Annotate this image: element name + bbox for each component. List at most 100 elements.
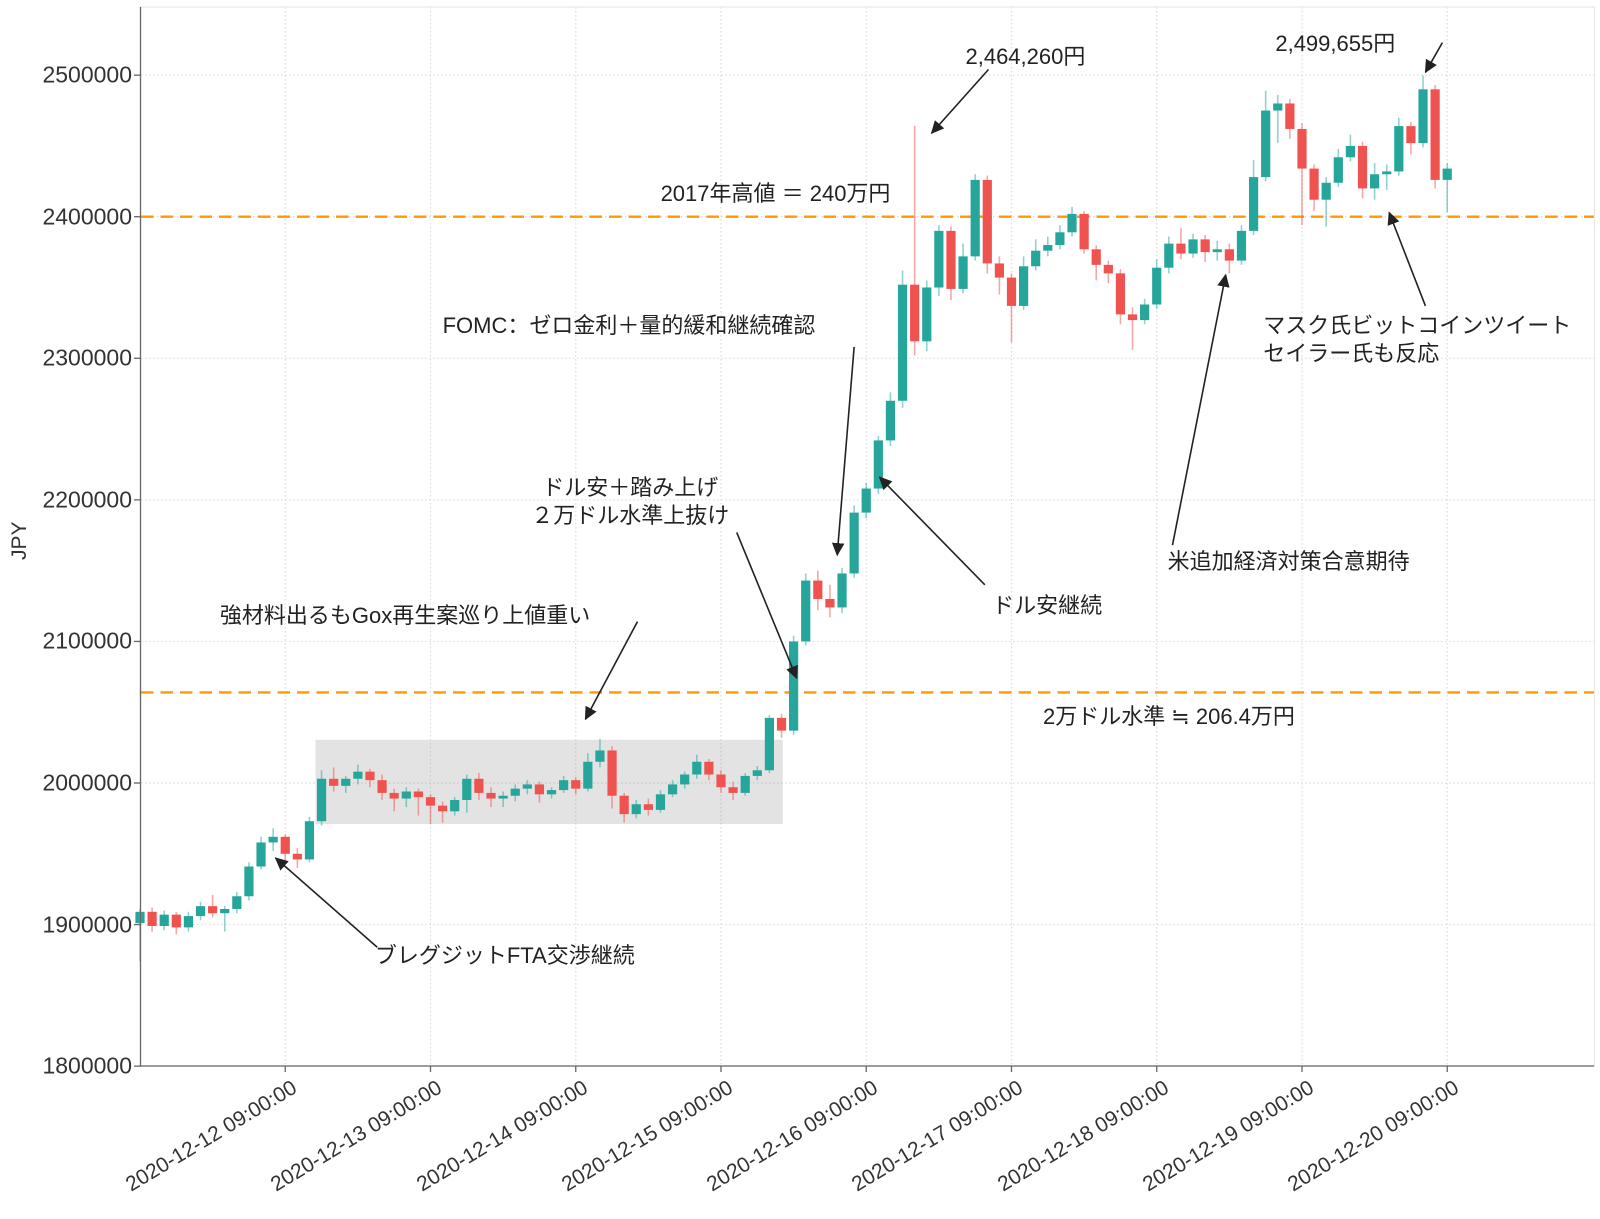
candle-body xyxy=(292,853,302,860)
candle-body xyxy=(1091,249,1101,265)
candle-body xyxy=(1285,103,1295,129)
annotation-arrow-spike-high-label xyxy=(930,68,990,135)
candle-body xyxy=(353,771,363,779)
annotation-musk-tweet: マスク氏ビットコインツイート セイラー氏も反応 xyxy=(1263,312,1572,366)
candle-body xyxy=(1152,267,1162,305)
candle-body xyxy=(1006,277,1017,306)
candle-body xyxy=(1248,177,1259,231)
candle-body xyxy=(1357,145,1368,189)
candle-body xyxy=(389,792,399,799)
candle-body xyxy=(341,778,351,786)
candle-body xyxy=(232,896,242,909)
candle-body xyxy=(413,791,423,798)
candle-body xyxy=(159,914,169,926)
candle-body xyxy=(1140,304,1150,321)
candle-body xyxy=(849,512,859,574)
candle-body xyxy=(583,761,593,789)
candle-body xyxy=(655,794,666,810)
annotation-spike-high-label: 2,464,260円 xyxy=(965,43,1086,69)
candle-body xyxy=(837,573,847,608)
hline-label-high-2017: 2017年高値 ＝ 240万円 xyxy=(660,181,891,207)
candle-body xyxy=(304,821,315,860)
candle-body xyxy=(704,761,714,775)
candle-body xyxy=(1200,239,1210,253)
plot-border xyxy=(139,6,1596,1067)
candle-body xyxy=(873,440,883,489)
annotation-arrow-us-stimulus-hope xyxy=(1171,273,1230,546)
candle-body xyxy=(450,799,460,812)
candle-body xyxy=(1442,168,1452,180)
candle-body xyxy=(1176,243,1186,254)
candle-body xyxy=(595,750,605,762)
candle-body xyxy=(885,400,896,441)
candle-body xyxy=(922,287,932,342)
annotation-fomc: FOMC：ゼロ金利＋量的緩和継続確認 xyxy=(442,312,816,338)
y-axis-title: JPY xyxy=(8,521,31,560)
candle-body xyxy=(958,256,968,289)
candle-body xyxy=(1273,103,1283,111)
candle-body xyxy=(643,804,653,810)
candle-body xyxy=(897,284,908,401)
annotation-arrow-peak-high-label xyxy=(1424,42,1444,74)
hline-label-usd-20k: 2万ドル水準 ≒ 206.4万円 xyxy=(1042,704,1295,730)
candle-body xyxy=(680,774,690,785)
candle-body xyxy=(571,780,581,789)
candle-body xyxy=(789,641,799,731)
candle-body xyxy=(1321,182,1331,200)
candle-body xyxy=(474,778,484,793)
candle-body xyxy=(256,842,266,867)
candle-body xyxy=(970,179,980,257)
candle-body xyxy=(1345,145,1355,158)
y-tick-label: 2100000 xyxy=(42,627,132,654)
annotation-arrow-musk-tweet xyxy=(1387,211,1427,307)
annotation-arrow-gox-rehab xyxy=(584,621,639,721)
candle-body xyxy=(1333,157,1343,183)
annotation-gox-rehab: 強材料出るもGox再生案巡り上値重い xyxy=(219,602,591,628)
candle-body xyxy=(1382,171,1392,175)
consolidation-box xyxy=(315,739,783,825)
candle-body xyxy=(1079,213,1089,250)
candle-body xyxy=(982,179,992,264)
candle-body xyxy=(825,598,835,608)
y-tick-label: 1900000 xyxy=(42,911,132,938)
candle-body xyxy=(425,797,436,806)
candle-body xyxy=(510,788,520,796)
candle-body xyxy=(377,780,387,793)
candle-body xyxy=(740,775,750,793)
candle-body xyxy=(1430,89,1440,180)
candle-body xyxy=(316,778,327,822)
candle-body xyxy=(329,778,339,786)
candle-body xyxy=(559,780,569,791)
candle-body xyxy=(1212,249,1222,253)
candle-body xyxy=(716,774,726,788)
annotation-arrow-brexit-fta xyxy=(274,857,378,948)
y-tick-label: 1800000 xyxy=(42,1052,132,1079)
y-tick-label: 2000000 xyxy=(42,769,132,796)
candle-body xyxy=(1115,273,1126,315)
candle-body xyxy=(1394,126,1404,172)
candle-body xyxy=(1309,168,1319,200)
annotation-usd-weak-continue: ドル安継続 xyxy=(992,592,1103,618)
candle-body xyxy=(1370,174,1380,189)
candle-body xyxy=(280,836,290,854)
candle-body xyxy=(910,284,920,342)
candle-body xyxy=(171,914,181,928)
candle-body xyxy=(1055,232,1065,246)
candle-body xyxy=(401,791,411,799)
candle-body xyxy=(1067,213,1077,233)
candle-body xyxy=(994,263,1004,278)
candle-body xyxy=(1261,110,1271,178)
candle-body xyxy=(522,784,532,789)
candle-body xyxy=(861,488,871,513)
annotation-brexit-fta: ブレグジットFTA交渉継続 xyxy=(374,942,635,968)
annotation-arrow-usd-weak-continue xyxy=(878,476,986,586)
candle-body xyxy=(619,795,629,815)
candle-body xyxy=(1127,314,1138,321)
candle-body xyxy=(607,750,617,796)
candle-body xyxy=(1224,249,1234,261)
candle-body xyxy=(438,805,448,812)
candle-body xyxy=(183,916,194,928)
y-tick-label: 2200000 xyxy=(42,486,132,513)
